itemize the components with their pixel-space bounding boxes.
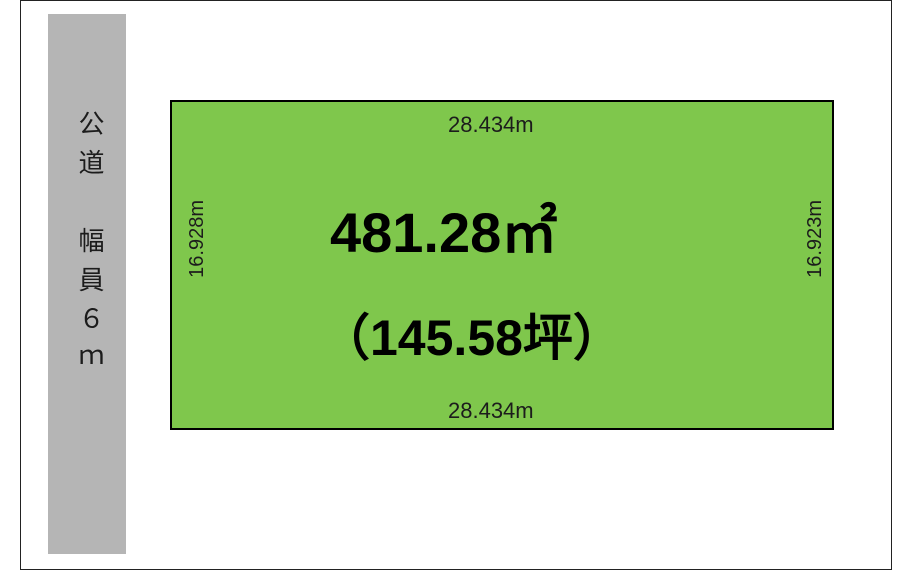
area-m2-value: 481.28 (330, 201, 501, 264)
area-m2: 481.28㎡ (330, 188, 557, 269)
dim-bottom: 28.434m (448, 398, 534, 424)
dim-left: 16.928m (186, 200, 209, 278)
dim-top: 28.434m (448, 112, 534, 138)
area-m2-unit: ㎡ (501, 201, 557, 264)
area-tsubo: （145.58坪） (320, 298, 623, 370)
dim-right: 16.923m (804, 200, 827, 278)
road-label: 公道 幅員６ｍ (72, 110, 109, 383)
diagram-canvas: 公道 幅員６ｍ 28.434m 28.434m 16.928m 16.923m … (0, 0, 912, 570)
